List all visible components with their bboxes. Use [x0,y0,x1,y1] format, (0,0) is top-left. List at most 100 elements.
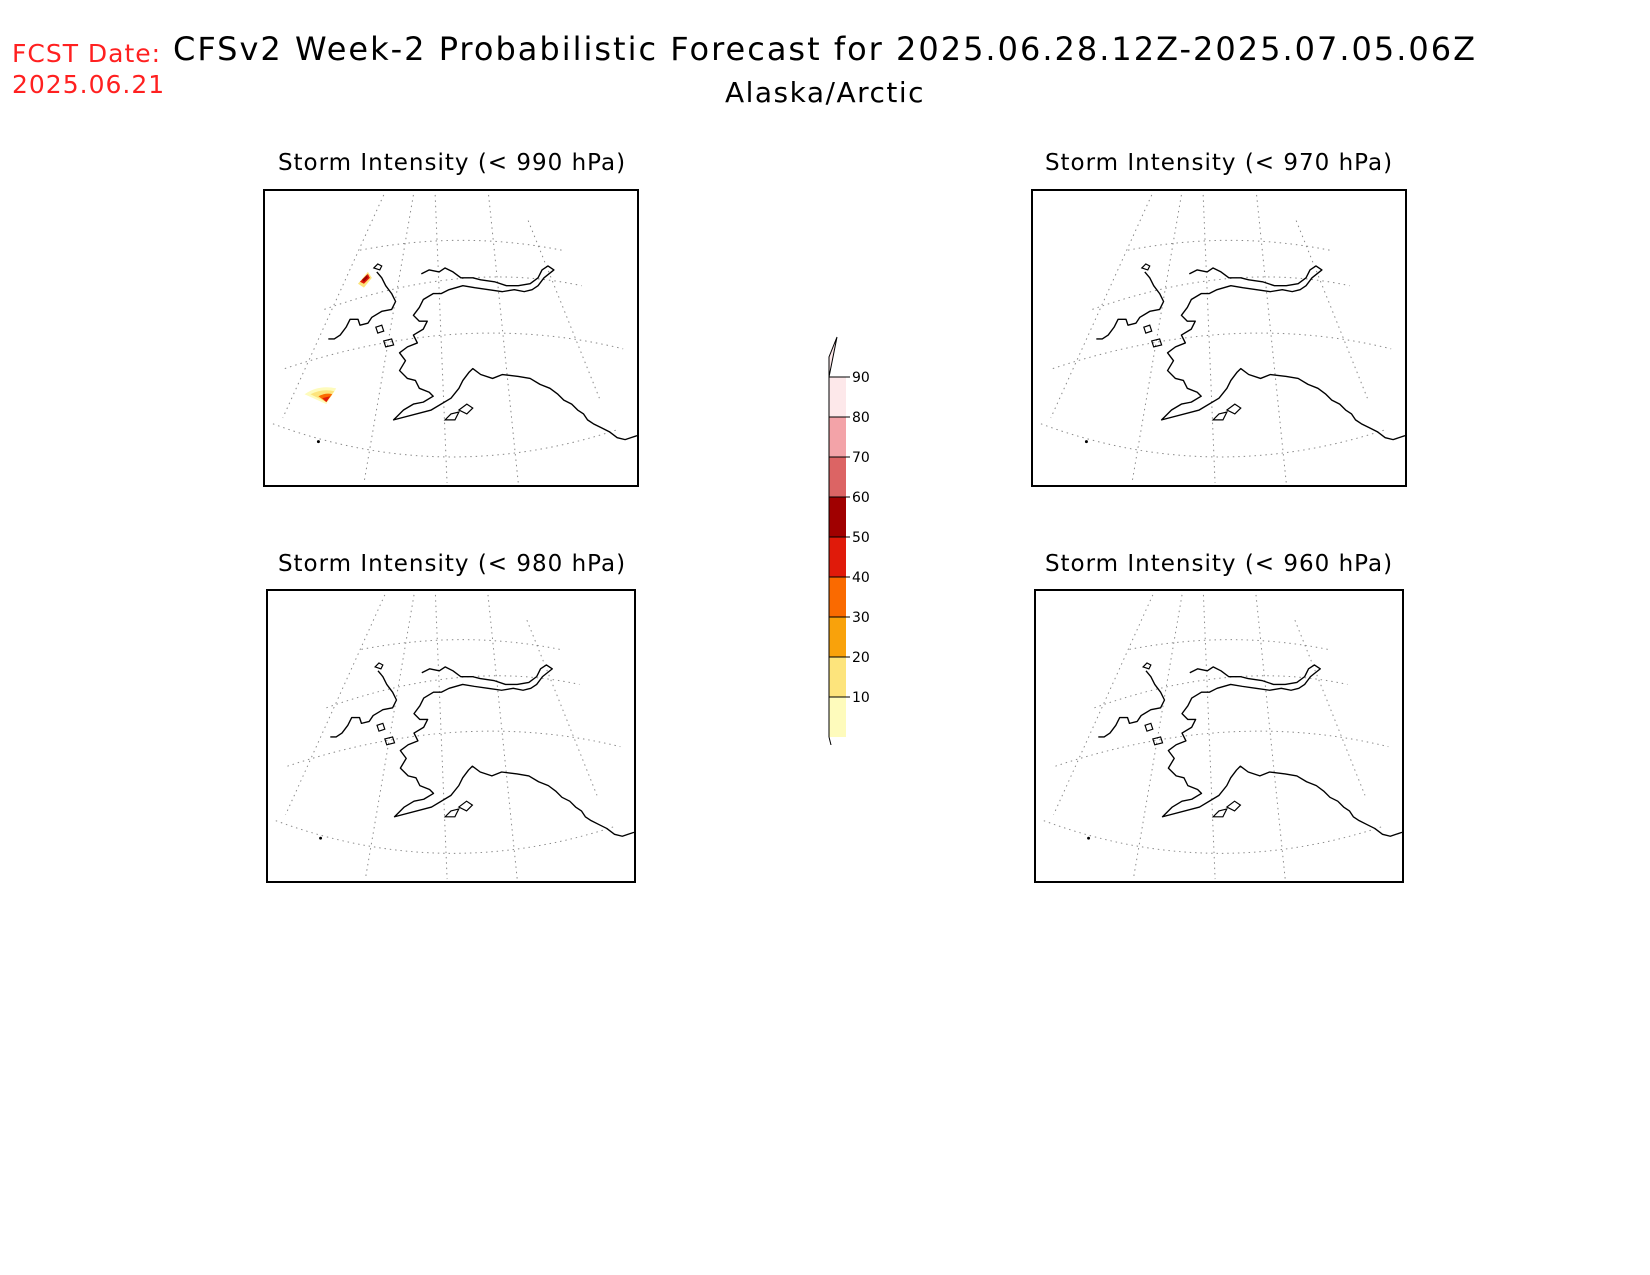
panel-title-970: Storm Intensity (< 970 hPa) [1044,150,1394,176]
graticule-line [1202,594,1216,880]
colorbar-label: 90 [852,370,870,386]
colorbar-segment [829,497,846,537]
graticule-line [1129,639,1329,650]
island-outline [443,411,461,421]
island-outline [457,800,474,812]
island-outline [372,263,383,271]
colorbar-label: 40 [852,570,870,586]
island-outline [1144,722,1154,732]
graticule-line [1294,620,1366,796]
graticule-line [364,594,415,880]
graticule-line [287,730,621,767]
island-outline [1152,736,1164,746]
island-dot [319,836,323,840]
colorbar-label: 80 [852,410,870,426]
graticule-line [1132,594,1183,880]
map-svg [272,194,637,484]
graticule-line [1127,239,1330,251]
graticule-line [1092,276,1350,310]
graticule-line [1050,194,1153,419]
graticule-line [359,239,562,251]
colorbar-label: 30 [852,610,870,626]
siberia-coastline [1098,670,1166,738]
graticule-line [361,639,561,650]
island-outline [1150,338,1163,348]
map-svg [1043,594,1402,880]
fcst-date-value: 2025.06.21 [12,70,166,99]
graticule-line [1055,730,1389,767]
island-outline [1143,324,1153,334]
colorbar-segment [829,577,846,617]
island-outline [1225,403,1242,415]
graticule-line [1256,194,1287,484]
storm-probability-area [322,396,331,403]
alaska-coastline [392,265,637,441]
colorbar-segment [829,657,846,697]
graticule-line [1094,675,1348,709]
island-dot [1084,440,1088,444]
graticule-line [1052,332,1392,370]
alaska-coastline [1160,265,1405,441]
panel-title-960: Storm Intensity (< 960 hPa) [1044,551,1394,577]
colorbar-segment [829,417,846,457]
page-subtitle: Alaska/Arctic [724,76,926,109]
map-panel-980 [266,589,636,883]
siberia-coastline [328,271,397,340]
graticule-line [487,594,518,880]
island-outline [457,403,474,415]
colorbar-segment [829,537,846,577]
colorbar-label: 50 [852,530,870,546]
colorbar-segment [829,457,846,497]
island-outline [1140,263,1151,271]
graticule-line [284,332,624,370]
island-outline [1211,808,1228,818]
island-outline [1225,800,1242,812]
storm-probability-area [361,274,368,282]
fcst-date-label: FCST Date: [12,39,162,68]
graticule-line [1040,423,1386,458]
colorbar-top-triangle [828,336,838,378]
page-title: CFSv2 Week-2 Probabilistic Forecast for … [172,30,1478,68]
colorbar-label: 10 [852,690,870,706]
island-dot [1087,836,1091,840]
colorbar-segment [829,697,846,737]
panel-title-990: Storm Intensity (< 990 hPa) [277,150,627,176]
colorbar-segment [829,617,846,657]
graticule-line [526,620,598,796]
island-outline [375,324,385,334]
graticule-line [326,675,580,709]
graticule-line [527,220,600,399]
colorbar-segment [829,377,846,417]
siberia-coastline [330,670,398,738]
island-outline [376,722,386,732]
island-dot [316,440,320,444]
island-outline [373,662,384,670]
panel-title-980: Storm Intensity (< 980 hPa) [277,551,627,577]
island-outline [384,736,396,746]
island-outline [382,338,395,348]
graticule-line [1043,820,1383,854]
map-panel-990 [263,189,639,487]
alaska-coastline [393,664,634,837]
graticule-line [1053,594,1154,816]
map-panel-970 [1031,189,1407,487]
graticule-line [1131,194,1182,484]
colorbar-label: 70 [852,450,870,466]
map-svg [1040,194,1405,484]
colorbar-bottom-triangle [828,736,832,745]
colorbar-label: 60 [852,490,870,506]
graticule-line [272,423,618,458]
siberia-coastline [1096,271,1165,340]
graticule-line [324,276,582,310]
graticule-line [285,594,386,816]
map-panel-960 [1034,589,1404,883]
graticule-line [1295,220,1368,399]
graticule-line [1255,594,1286,880]
graticule-line [1202,194,1216,484]
island-outline [1141,662,1152,670]
island-outline [1211,411,1229,421]
graticule-line [434,594,448,880]
graticule-line [282,194,385,419]
colorbar-label: 20 [852,650,870,666]
graticule-line [363,194,414,484]
